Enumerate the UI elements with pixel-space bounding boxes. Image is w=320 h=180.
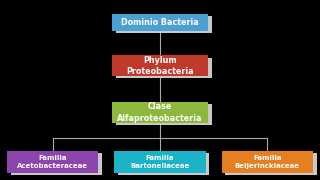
FancyBboxPatch shape — [116, 104, 212, 125]
FancyBboxPatch shape — [116, 58, 212, 78]
Text: Dominio Bacteria: Dominio Bacteria — [121, 18, 199, 27]
FancyBboxPatch shape — [118, 153, 210, 175]
FancyBboxPatch shape — [112, 102, 208, 123]
FancyBboxPatch shape — [115, 151, 206, 173]
FancyBboxPatch shape — [112, 14, 208, 31]
FancyBboxPatch shape — [225, 153, 317, 175]
Text: Familia
Beijerinckiaceae: Familia Beijerinckiaceae — [235, 155, 300, 169]
FancyBboxPatch shape — [221, 151, 313, 173]
Text: Clase
Alfaproteobacteria: Clase Alfaproteobacteria — [117, 102, 203, 123]
Text: Familia
Bartonellaceae: Familia Bartonellaceae — [130, 155, 190, 169]
Text: Familia
Acetobacteraceae: Familia Acetobacteraceae — [17, 155, 88, 169]
Text: Phylum
Proteobacteria: Phylum Proteobacteria — [126, 56, 194, 76]
FancyBboxPatch shape — [116, 16, 212, 33]
FancyBboxPatch shape — [112, 55, 208, 76]
FancyBboxPatch shape — [7, 151, 99, 173]
FancyBboxPatch shape — [11, 153, 102, 175]
